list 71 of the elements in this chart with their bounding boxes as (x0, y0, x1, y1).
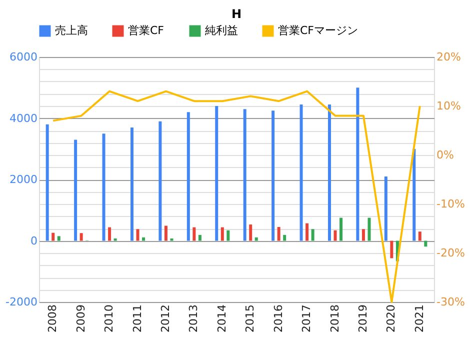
bar (418, 232, 422, 241)
x-tick-label: 2010 (102, 304, 116, 332)
x-tick-label: 2011 (130, 304, 144, 332)
bar (283, 234, 286, 241)
bar (102, 134, 106, 241)
x-tick-label: 2018 (328, 304, 342, 332)
bar (164, 226, 168, 241)
y2-tick-label: 10% (436, 100, 461, 112)
y-tick-label: 2000 (10, 173, 38, 186)
bar (334, 230, 337, 241)
legend-label: 営業CFマージン (278, 24, 358, 37)
legend-label: 純利益 (205, 24, 238, 37)
bar (311, 229, 314, 241)
x-tick-label: 2009 (74, 304, 88, 332)
x-tick-label: 2008 (46, 304, 60, 332)
bar (220, 227, 224, 241)
bar (46, 124, 49, 241)
bar (424, 240, 428, 247)
bar (170, 238, 174, 241)
bar (215, 106, 218, 241)
y2-tick-label: -30% (436, 296, 465, 308)
bar (136, 229, 140, 241)
bar (243, 109, 246, 241)
bar (198, 234, 202, 241)
bar (390, 240, 394, 258)
y2-tick-label: 20% (436, 50, 461, 64)
y-tick-label: 0 (30, 234, 38, 248)
bar (306, 223, 309, 241)
bar (74, 140, 78, 241)
bar (362, 229, 365, 241)
bar (412, 148, 416, 241)
x-tick-label: 2020 (384, 304, 398, 332)
bar (368, 218, 371, 241)
bar (384, 176, 388, 241)
bar (80, 233, 83, 241)
bar (300, 104, 303, 241)
bar (277, 226, 280, 241)
x-tick-label: 2015 (244, 304, 257, 332)
bar (114, 238, 117, 241)
y-tick-label: 4000 (10, 112, 38, 125)
x-tick-label: 2014 (215, 304, 228, 332)
chart-title: H (231, 7, 242, 21)
bar (108, 227, 112, 241)
bar (254, 237, 258, 241)
bar (192, 227, 196, 241)
y-tick-label: -2000 (6, 296, 38, 308)
y2-tick-label: -20% (436, 246, 465, 260)
x-tick-label: 2016 (272, 304, 285, 332)
line-series (52, 90, 421, 303)
y-tick-label: 6000 (10, 50, 38, 64)
x-tick-label: 2017 (300, 304, 314, 332)
bar (226, 230, 230, 241)
y2-tick-label: 0% (436, 148, 454, 162)
legend-label: 営業CF (128, 24, 164, 37)
x-tick-label: 2021 (412, 304, 426, 332)
bar (158, 121, 162, 241)
bar (52, 232, 55, 241)
bar (328, 104, 331, 241)
y2-tick-label: -10% (436, 198, 465, 210)
bar (356, 88, 360, 241)
x-tick-label: 2012 (158, 304, 172, 332)
bar (186, 112, 190, 241)
bar (272, 110, 275, 241)
bar (130, 127, 134, 241)
bar (57, 236, 60, 241)
x-tick-label: 2019 (356, 304, 370, 332)
legend-label: 売上高 (55, 24, 88, 37)
bar (142, 237, 146, 241)
bar (249, 224, 252, 241)
bar (340, 218, 343, 241)
x-tick-label: 2013 (187, 304, 200, 332)
